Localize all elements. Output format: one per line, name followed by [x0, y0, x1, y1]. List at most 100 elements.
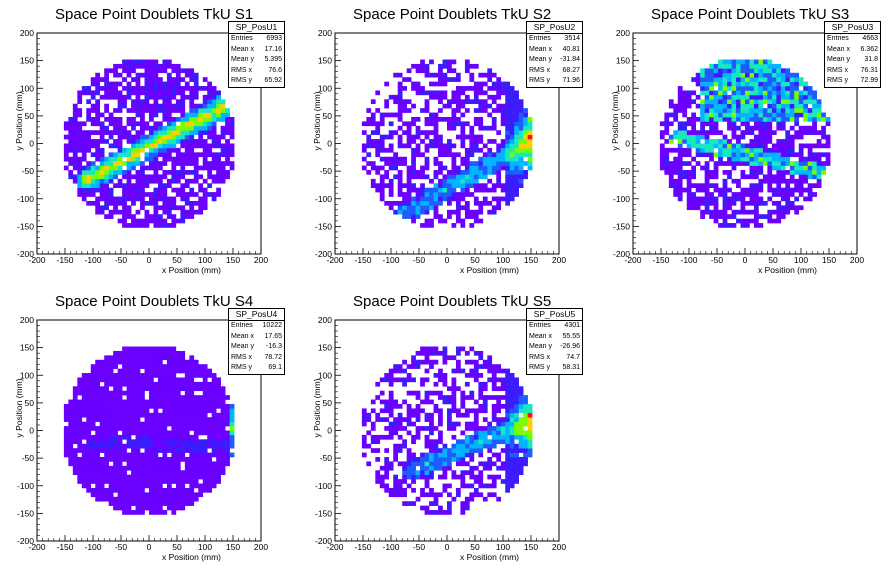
- histogram-bin: [478, 121, 484, 127]
- histogram-bin: [193, 200, 199, 206]
- histogram-bin: [122, 359, 127, 365]
- histogram-bin: [478, 72, 484, 78]
- histogram-bin: [424, 474, 430, 480]
- histogram-bin: [113, 430, 118, 436]
- histogram-bin: [478, 81, 484, 87]
- histogram-bin: [451, 368, 457, 374]
- histogram-bin: [211, 381, 217, 387]
- histogram-bin: [500, 121, 506, 127]
- histogram-bin: [505, 483, 511, 489]
- histogram-bin: [473, 147, 479, 153]
- histogram-bin: [90, 364, 96, 369]
- histogram-bin: [166, 125, 172, 131]
- histogram-bin: [189, 368, 195, 374]
- histogram-bin: [193, 417, 199, 422]
- histogram-bin: [429, 218, 434, 224]
- histogram-bin: [695, 139, 701, 144]
- histogram-bin: [193, 209, 199, 215]
- histogram-bin: [149, 218, 154, 224]
- histogram-bin: [803, 178, 809, 184]
- histogram-bin: [126, 223, 132, 228]
- histogram-bin: [807, 192, 813, 197]
- histogram-bin: [131, 461, 136, 467]
- histogram-bin: [406, 205, 412, 211]
- histogram-bin: [518, 443, 524, 449]
- histogram-bin: [487, 209, 493, 215]
- histogram-bin: [691, 90, 697, 96]
- histogram-bin: [384, 112, 390, 118]
- histogram-bin: [424, 156, 430, 162]
- histogram-bin: [447, 68, 452, 74]
- histogram-bin: [496, 90, 502, 96]
- histogram-bin: [122, 377, 127, 383]
- histogram-bin: [771, 156, 777, 162]
- histogram-bin: [140, 99, 145, 105]
- histogram-bin: [149, 465, 154, 471]
- histogram-bin: [482, 443, 488, 449]
- histogram-bin: [740, 112, 746, 118]
- histogram-bin: [447, 426, 452, 431]
- histogram-bin: [104, 461, 109, 467]
- histogram-bin: [171, 108, 177, 113]
- histogram-bin: [202, 205, 208, 211]
- histogram-bin: [166, 112, 172, 118]
- histogram-bin: [131, 417, 136, 422]
- histogram-bin: [509, 430, 515, 436]
- histogram-bin: [361, 443, 367, 449]
- histogram-bin: [126, 174, 132, 180]
- histogram-bin: [478, 161, 484, 166]
- histogram-bin: [433, 373, 439, 378]
- histogram-bin: [166, 346, 172, 352]
- histogram-bin: [117, 457, 123, 462]
- histogram-bin: [406, 214, 412, 219]
- histogram-bin: [509, 448, 515, 453]
- histogram-bin: [108, 373, 114, 378]
- histogram-bin: [402, 130, 407, 135]
- histogram-bin: [677, 94, 683, 100]
- histogram-bin: [411, 152, 416, 158]
- histogram-bin: [77, 443, 83, 449]
- stats-label: Mean y: [231, 56, 254, 63]
- histogram-bin: [780, 68, 786, 74]
- histogram-bin: [216, 457, 221, 462]
- histogram-bin: [478, 156, 484, 162]
- histogram-bin: [469, 452, 475, 458]
- histogram-bin: [527, 152, 533, 158]
- histogram-bin: [162, 147, 168, 153]
- histogram-bin: [677, 86, 683, 91]
- histogram-bin: [175, 139, 181, 144]
- histogram-bin: [149, 174, 154, 180]
- histogram-bin: [659, 143, 665, 149]
- histogram-bin: [375, 479, 381, 484]
- histogram-bin: [207, 452, 213, 458]
- y-tick-label: -50: [618, 166, 631, 176]
- histogram-bin: [144, 465, 150, 471]
- histogram-bin: [175, 90, 181, 96]
- histogram-bin: [171, 156, 177, 162]
- histogram-bin: [184, 426, 190, 431]
- histogram-bin: [184, 125, 190, 131]
- stats-value: 4301: [564, 322, 580, 329]
- histogram-bin: [424, 346, 430, 352]
- histogram-bin: [527, 116, 533, 122]
- histogram-bin: [193, 408, 199, 414]
- histogram-bin: [749, 170, 755, 175]
- histogram-bin: [433, 161, 439, 166]
- histogram-bin: [108, 501, 114, 506]
- histogram-bin: [108, 90, 114, 96]
- histogram-bin: [81, 386, 87, 392]
- histogram-bin: [736, 103, 741, 109]
- histogram-bin: [496, 77, 502, 82]
- histogram-bin: [406, 483, 412, 489]
- histogram-bin: [482, 426, 488, 431]
- histogram-bin: [397, 448, 403, 453]
- histogram-bin: [491, 492, 497, 498]
- histogram-bin: [758, 130, 764, 135]
- histogram-bin: [117, 161, 123, 166]
- histogram-bin: [180, 77, 186, 82]
- histogram-bin: [104, 72, 109, 78]
- histogram-bin: [780, 77, 786, 82]
- histogram-bin: [211, 452, 217, 458]
- histogram-bin: [397, 205, 403, 211]
- histogram-bin: [216, 90, 221, 96]
